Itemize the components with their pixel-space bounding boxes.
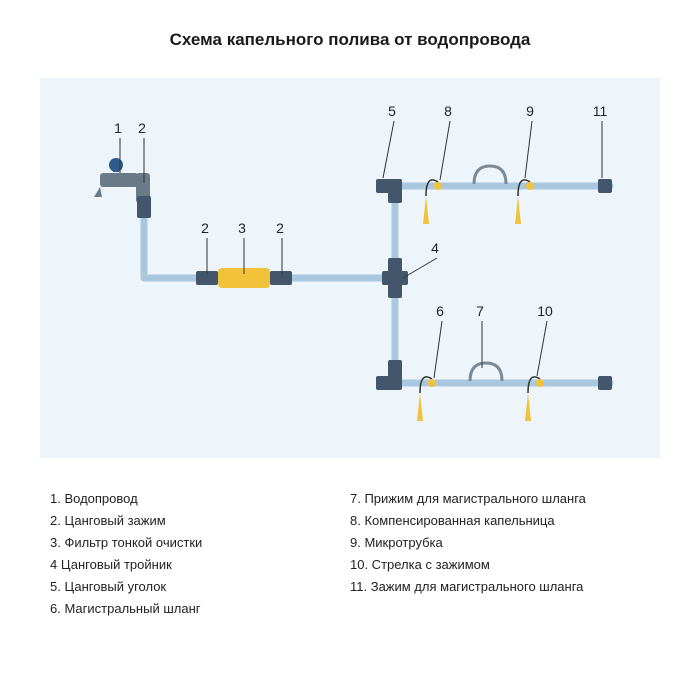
legend-item: 7. Прижим для магистрального шланга: [350, 488, 650, 510]
legend-item: 5. Цанговый уголок: [50, 576, 350, 598]
svg-text:4: 4: [431, 240, 439, 256]
legend-left: 1. Водопровод 2. Цанговый зажим 3. Фильт…: [50, 488, 350, 621]
svg-text:1: 1: [114, 120, 122, 136]
legend-item: 8. Компенсированная капельница: [350, 510, 650, 532]
diagram-svg: 122324589116710: [40, 78, 660, 458]
tee-fitting: [382, 258, 408, 298]
collet-clamp: [137, 196, 151, 218]
svg-text:6: 6: [436, 303, 444, 319]
svg-text:9: 9: [526, 103, 534, 119]
labels: 122324589116710: [114, 103, 607, 319]
legend-item: 3. Фильтр тонкой очистки: [50, 532, 350, 554]
legend: 1. Водопровод 2. Цанговый зажим 3. Фильт…: [40, 488, 660, 621]
svg-text:2: 2: [138, 120, 146, 136]
elbow-upper: [376, 179, 402, 203]
legend-item: 1. Водопровод: [50, 488, 350, 510]
svg-text:2: 2: [276, 220, 284, 236]
elbow-lower: [376, 360, 402, 390]
holddown-upper: [474, 166, 506, 184]
svg-text:2: 2: [201, 220, 209, 236]
irrigation-diagram: 122324589116710: [40, 78, 660, 458]
svg-text:5: 5: [388, 103, 396, 119]
end-clamp-lower: [598, 376, 612, 390]
leaders: [120, 121, 602, 378]
holddown-lower: [470, 363, 502, 381]
svg-text:11: 11: [593, 103, 608, 119]
end-clamp-upper: [598, 179, 612, 193]
legend-item: 11. Зажим для магистрального шланга: [350, 576, 650, 598]
svg-text:8: 8: [444, 103, 452, 119]
page: Схема капельного полива от водопровода: [0, 0, 700, 700]
legend-item: 10. Стрелка с зажимом: [350, 554, 650, 576]
legend-item: 6. Магистральный шланг: [50, 598, 350, 620]
legend-item: 4 Цанговый тройник: [50, 554, 350, 576]
legend-right: 7. Прижим для магистрального шланга 8. К…: [350, 488, 650, 621]
legend-item: 2. Цанговый зажим: [50, 510, 350, 532]
svg-text:3: 3: [238, 220, 246, 236]
page-title: Схема капельного полива от водопровода: [40, 30, 660, 50]
legend-item: 9. Микротрубка: [350, 532, 650, 554]
svg-text:10: 10: [537, 303, 553, 319]
svg-text:7: 7: [476, 303, 484, 319]
